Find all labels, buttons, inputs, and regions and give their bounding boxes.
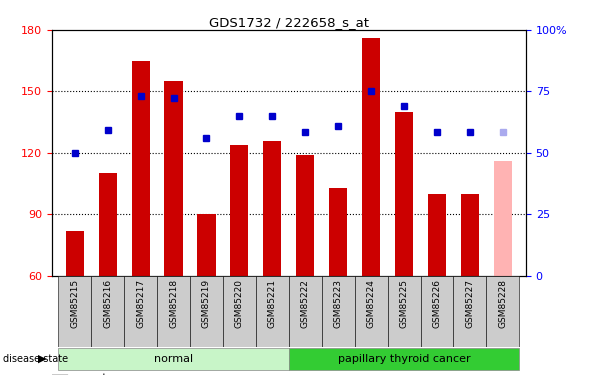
Bar: [190, 276, 223, 347]
Bar: [157, 276, 190, 347]
Bar: [91, 276, 124, 347]
Bar: [388, 276, 421, 347]
Bar: [230, 145, 249, 276]
Text: GSM85220: GSM85220: [235, 279, 244, 328]
Bar: [421, 276, 454, 347]
Bar: [296, 155, 314, 276]
Text: papillary thyroid cancer: papillary thyroid cancer: [338, 354, 471, 364]
Bar: [124, 276, 157, 347]
Text: GSM85226: GSM85226: [432, 279, 441, 328]
Bar: [494, 161, 512, 276]
Text: GSM85224: GSM85224: [367, 279, 376, 328]
Bar: [223, 276, 256, 347]
Text: ▶: ▶: [38, 354, 47, 364]
Text: GSM85217: GSM85217: [136, 279, 145, 328]
Bar: [322, 276, 354, 347]
Bar: [454, 276, 486, 347]
Bar: [329, 188, 347, 276]
Text: count: count: [78, 373, 107, 375]
Text: GSM85215: GSM85215: [71, 279, 79, 328]
Bar: [362, 38, 380, 276]
Text: GSM85227: GSM85227: [466, 279, 474, 328]
Text: disease state: disease state: [3, 354, 68, 364]
Bar: [198, 214, 215, 276]
Bar: [165, 81, 182, 276]
Bar: [289, 276, 322, 347]
Bar: [66, 231, 84, 276]
Bar: [428, 194, 446, 276]
Bar: [289, 348, 519, 370]
Bar: [486, 276, 519, 347]
Bar: [461, 194, 479, 276]
Text: GSM85222: GSM85222: [301, 279, 309, 328]
Bar: [395, 112, 413, 276]
Title: GDS1732 / 222658_s_at: GDS1732 / 222658_s_at: [209, 16, 369, 29]
Text: GSM85218: GSM85218: [169, 279, 178, 328]
Bar: [58, 276, 91, 347]
Bar: [58, 348, 289, 370]
Bar: [256, 276, 289, 347]
Bar: [354, 276, 388, 347]
Text: GSM85223: GSM85223: [334, 279, 343, 328]
Text: GSM85225: GSM85225: [399, 279, 409, 328]
Bar: [263, 141, 282, 276]
Text: GSM85221: GSM85221: [268, 279, 277, 328]
Text: normal: normal: [154, 354, 193, 364]
Bar: [131, 61, 150, 276]
Text: GSM85228: GSM85228: [499, 279, 507, 328]
Text: GSM85216: GSM85216: [103, 279, 112, 328]
Text: GSM85219: GSM85219: [202, 279, 211, 328]
Bar: [98, 173, 117, 276]
